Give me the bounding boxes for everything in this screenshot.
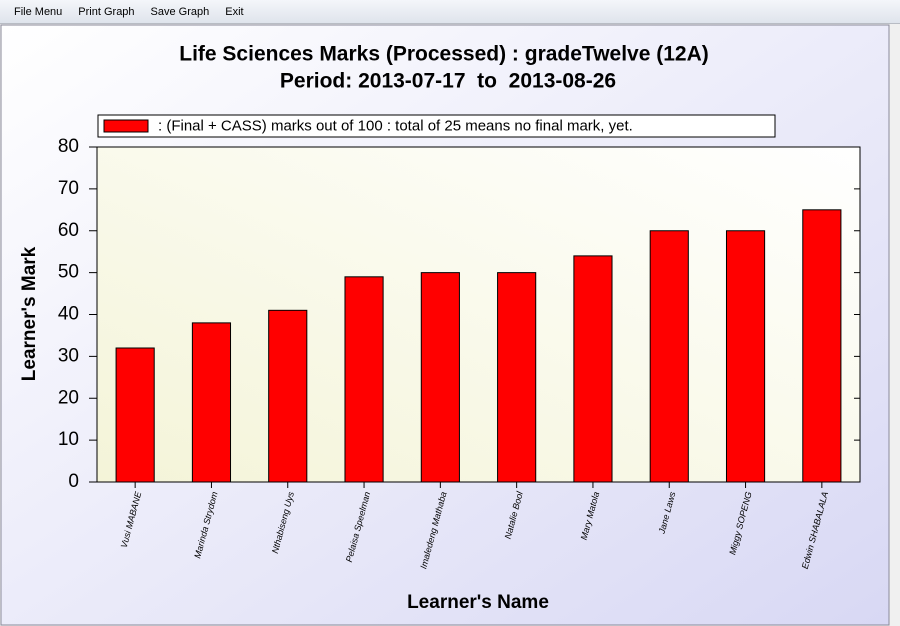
bar	[420, 272, 460, 483]
bar	[497, 272, 537, 483]
window-edge	[890, 24, 900, 626]
y-tick-label: 60	[58, 220, 79, 241]
bar	[191, 322, 232, 483]
legend-swatch	[103, 119, 149, 133]
menu-item[interactable]: Save Graph	[150, 5, 210, 18]
x-axis-label: Learner's Name	[407, 592, 549, 613]
y-tick-label: 50	[58, 262, 79, 283]
chart-subtitle: Period: 2013-07-17 to 2013-08-26	[280, 70, 616, 93]
bar	[115, 347, 155, 483]
y-tick-label: 0	[68, 471, 79, 492]
y-tick-label: 10	[58, 429, 79, 450]
bar	[268, 309, 308, 483]
y-tick-label: 30	[58, 345, 79, 366]
y-tick-label: 40	[58, 304, 79, 325]
bar	[649, 230, 689, 483]
chart-title: Life Sciences Marks (Processed) : gradeT…	[179, 43, 709, 66]
y-tick-label: 20	[58, 387, 79, 408]
chart: Life Sciences Marks (Processed) : gradeT…	[0, 24, 900, 626]
menu-bar: File Menu Print Graph Save Graph Exit	[0, 0, 900, 24]
legend-label: : (Final + CASS) marks out of 100 : tota…	[158, 117, 633, 134]
menu-item[interactable]: Print Graph	[78, 5, 135, 18]
menu-item[interactable]: Exit	[225, 5, 244, 18]
bar	[725, 230, 766, 483]
y-tick-label: 70	[58, 178, 79, 199]
y-tick-label: 80	[58, 136, 79, 157]
bar	[802, 209, 842, 483]
y-axis-label: Learner's Mark	[19, 246, 40, 381]
menu-item[interactable]: File Menu	[14, 5, 63, 18]
legend-box	[97, 114, 776, 138]
bar	[573, 255, 613, 483]
bar	[344, 276, 384, 483]
